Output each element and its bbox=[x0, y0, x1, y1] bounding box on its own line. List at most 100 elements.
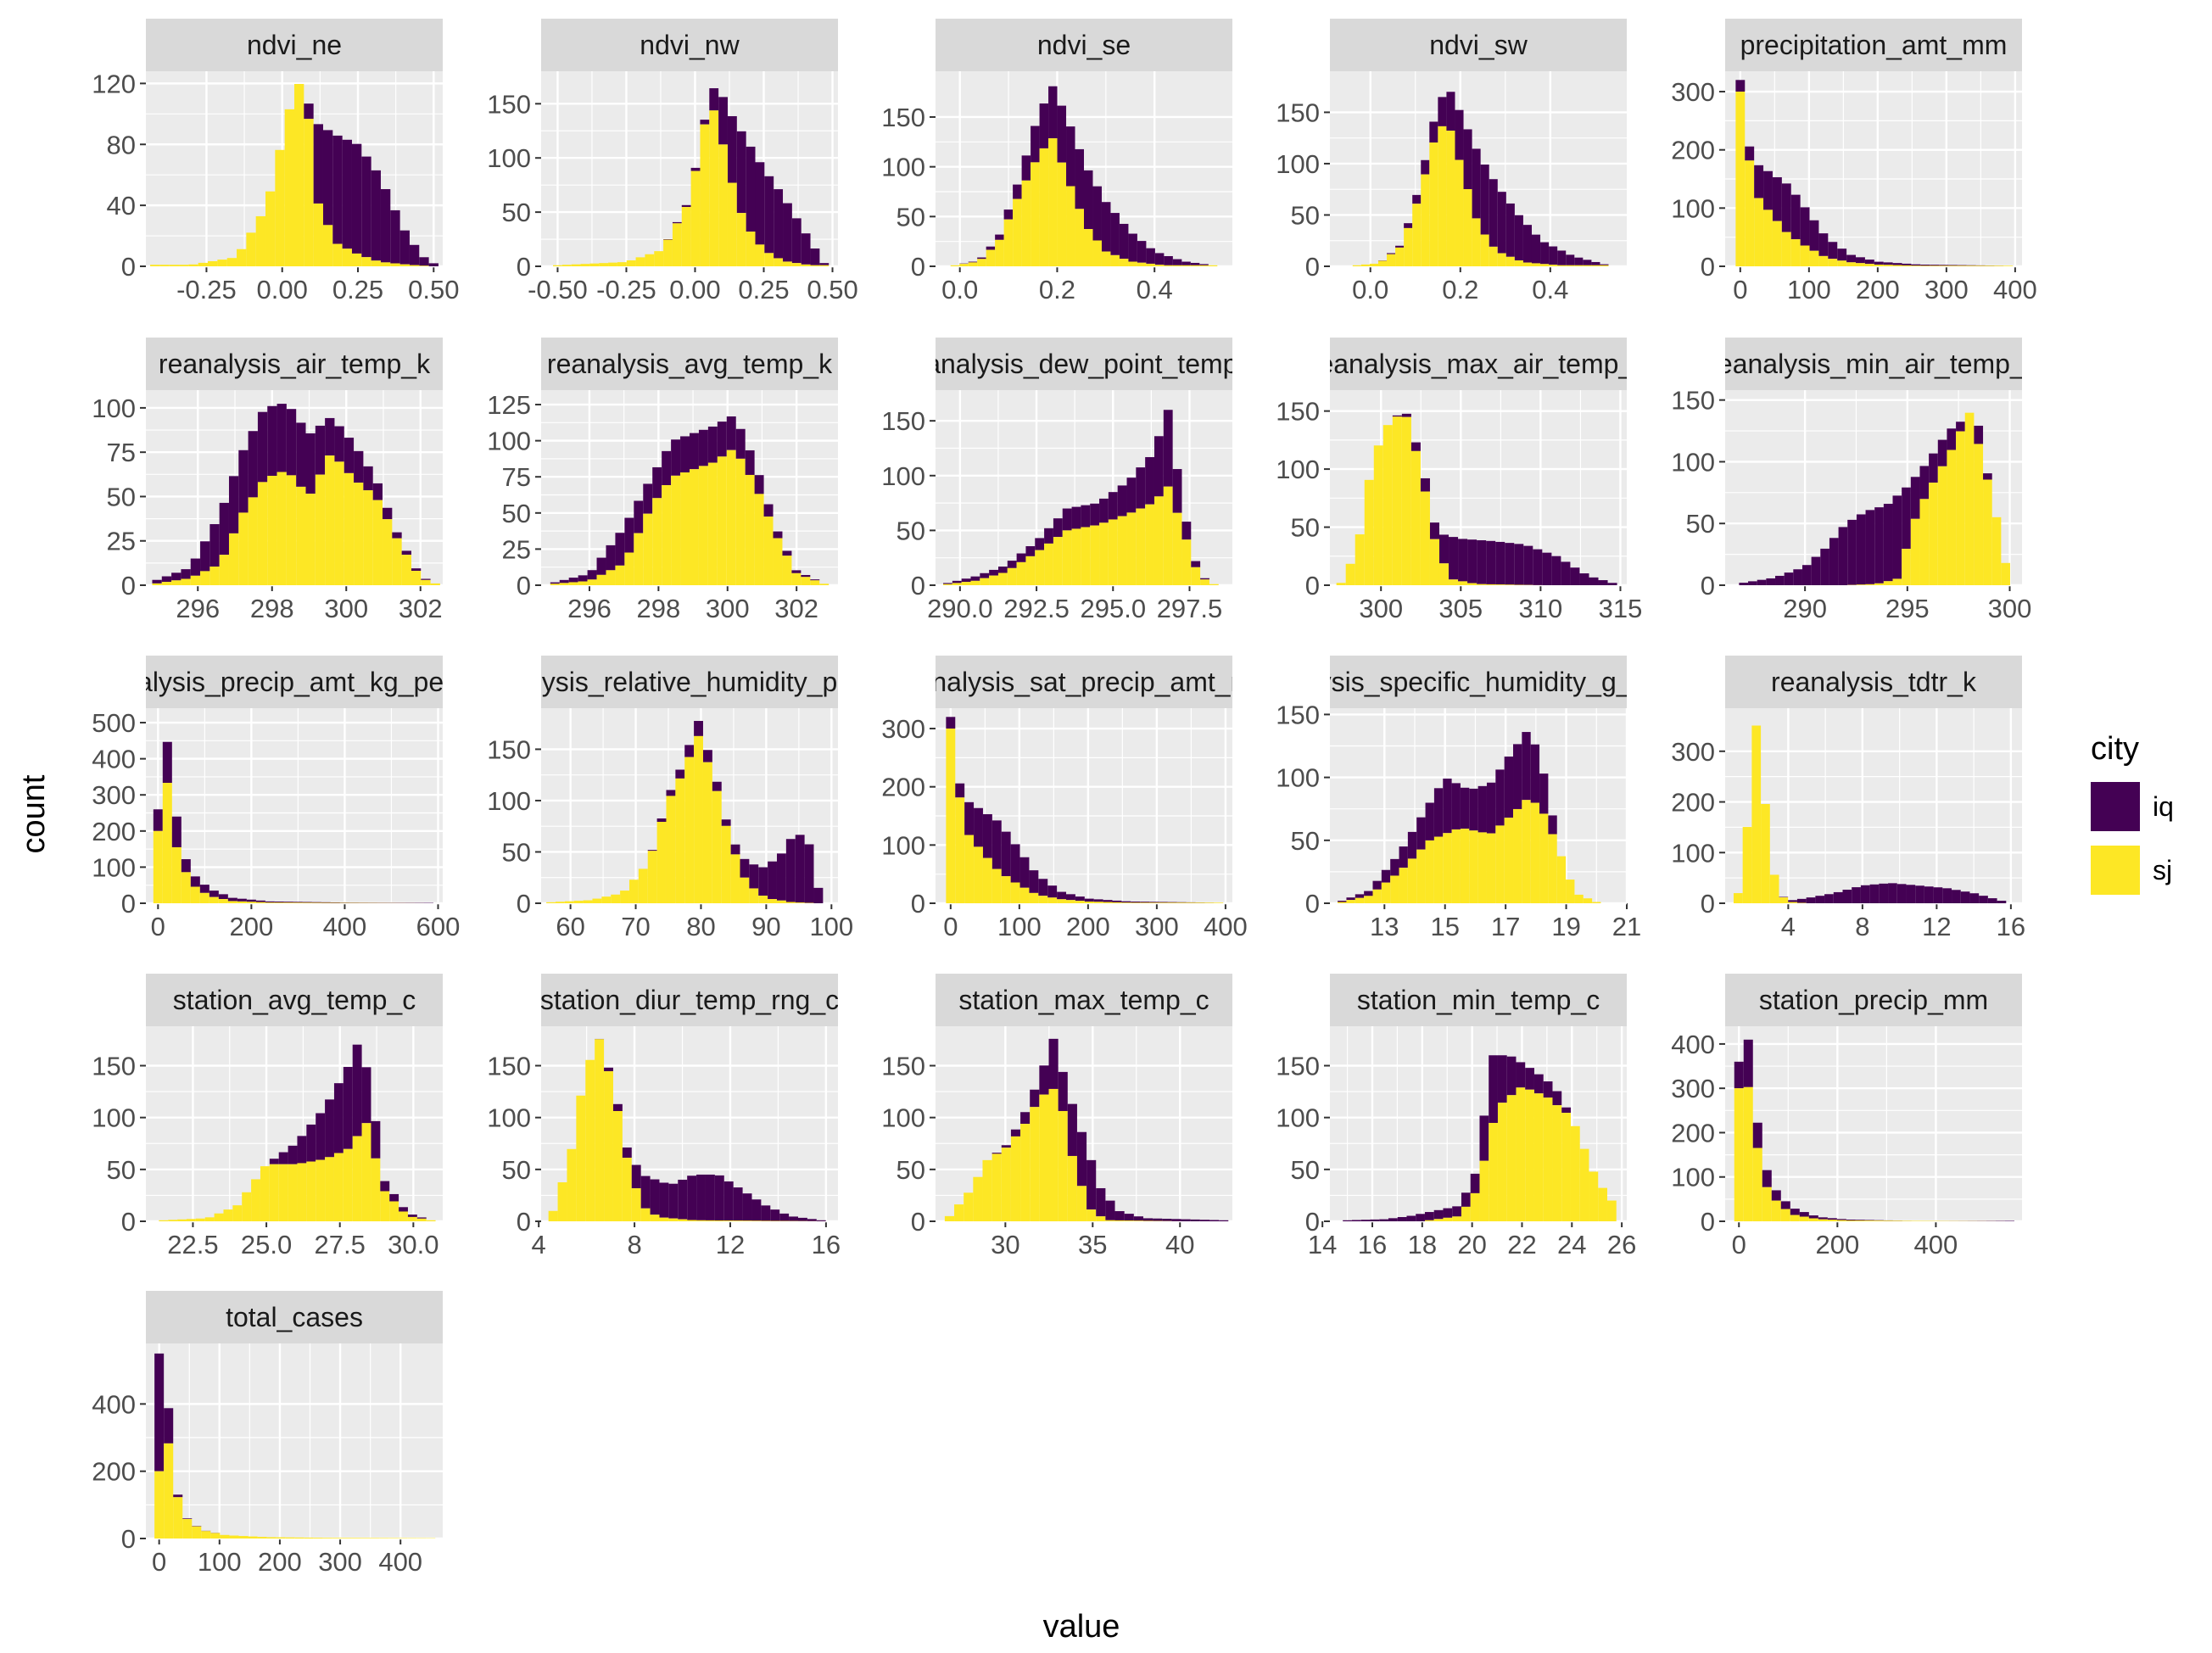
bar-sj bbox=[430, 583, 440, 585]
bar-sj bbox=[977, 259, 986, 266]
x-tick-label: 200 bbox=[1856, 275, 1900, 304]
bar-iq bbox=[1020, 1112, 1031, 1125]
y-tick-label: 300 bbox=[1671, 1074, 1715, 1103]
bar-iq bbox=[801, 574, 811, 578]
x-tick-label: 300 bbox=[318, 1547, 362, 1577]
y-tick-label: 100 bbox=[1276, 1103, 1320, 1133]
y-tick-label: 50 bbox=[897, 202, 925, 232]
bar-sj bbox=[761, 1220, 771, 1221]
bar-iq bbox=[1410, 442, 1421, 451]
bar-iq bbox=[740, 858, 750, 878]
bar-iq bbox=[1505, 543, 1515, 585]
panel-background bbox=[146, 1343, 443, 1539]
bar-sj bbox=[159, 265, 170, 266]
bar-iq bbox=[1892, 495, 1902, 579]
bar-iq bbox=[1172, 259, 1182, 265]
bar-iq bbox=[785, 839, 796, 902]
bar-iq bbox=[675, 769, 685, 779]
y-tick-label: 100 bbox=[487, 786, 531, 816]
facet-panel: reanalysis_precip_amt_kg_per_m2 0 200 400 60… bbox=[92, 656, 460, 941]
bar-iq bbox=[559, 579, 569, 584]
bar-iq bbox=[733, 1187, 743, 1221]
bar-sj bbox=[1991, 517, 2002, 585]
bar-iq bbox=[1486, 540, 1496, 584]
y-tick-label: 0 bbox=[121, 889, 136, 919]
bar-iq bbox=[754, 475, 764, 494]
bar-sj bbox=[995, 239, 1004, 266]
facet-panel: ndvi_sw 0.0 0.2 0.4 0 50 100 150 bbox=[1276, 19, 1627, 304]
y-tick-label: 100 bbox=[1671, 193, 1715, 223]
bar-sj bbox=[643, 513, 653, 585]
bar-sj bbox=[1799, 1216, 1809, 1221]
bar-iq bbox=[684, 745, 695, 757]
bar-sj bbox=[332, 243, 343, 266]
bar-iq bbox=[152, 579, 162, 584]
bar-sj bbox=[1096, 1216, 1106, 1221]
bar-sj bbox=[1200, 579, 1209, 585]
bar-sj bbox=[578, 581, 588, 585]
bar-sj bbox=[714, 1220, 724, 1221]
bar-sj bbox=[179, 265, 189, 266]
bar-sj bbox=[152, 583, 162, 585]
y-tick-label: 200 bbox=[1671, 788, 1715, 818]
y-tick-label: 0 bbox=[911, 1207, 925, 1237]
bar-iq bbox=[428, 263, 438, 266]
bar-sj bbox=[973, 1176, 983, 1221]
bar-sj bbox=[672, 223, 682, 266]
bar-iq bbox=[228, 476, 239, 533]
bar-iq bbox=[1105, 1200, 1115, 1220]
bar-iq bbox=[1974, 425, 1984, 444]
bar-iq bbox=[330, 902, 340, 903]
bar-sj bbox=[573, 901, 584, 903]
bar-sj bbox=[1172, 265, 1182, 266]
x-tick-label: 8 bbox=[1855, 912, 1869, 941]
bar-sj bbox=[1902, 265, 1912, 266]
bar-iq bbox=[199, 885, 209, 893]
bar-sj bbox=[749, 888, 759, 903]
bar-iq bbox=[961, 578, 971, 583]
bar-sj bbox=[1117, 516, 1127, 585]
bar-sj bbox=[204, 1217, 215, 1221]
bar-sj bbox=[360, 1538, 371, 1539]
bar-iq bbox=[1540, 242, 1550, 265]
bar-iq bbox=[1153, 1218, 1163, 1221]
y-tick-label: 150 bbox=[487, 1051, 531, 1081]
x-axis-title: value bbox=[1043, 1609, 1120, 1645]
facet-title: ndvi_ne bbox=[247, 30, 342, 60]
bar-iq bbox=[1763, 170, 1773, 210]
bar-sj bbox=[232, 1205, 243, 1221]
bar-iq bbox=[409, 244, 420, 265]
facet-panel: ndvi_ne -0.25 0.00 0.25 0.50 0 40 80 120 bbox=[92, 19, 459, 304]
bar-sj bbox=[944, 1215, 955, 1221]
bar-iq bbox=[810, 579, 820, 581]
bar-sj bbox=[228, 533, 239, 585]
bar-sj bbox=[687, 1220, 697, 1221]
bar-sj bbox=[1336, 583, 1346, 585]
bar-sj bbox=[1053, 537, 1063, 585]
bar-iq bbox=[1809, 220, 1819, 251]
x-tick-label: -0.50 bbox=[528, 275, 588, 304]
bar-iq bbox=[1561, 561, 1571, 585]
bar-iq bbox=[305, 433, 316, 494]
bar-sj bbox=[1030, 1107, 1040, 1221]
facet-panel: precipitation_amt_mm 0 100 200 300 400 0 100 200… bbox=[1671, 19, 2037, 304]
bar-sj bbox=[200, 571, 210, 585]
bar-iq bbox=[1969, 893, 1980, 903]
bar-sj bbox=[392, 538, 402, 585]
bar-iq bbox=[1039, 1065, 1049, 1095]
bar-sj bbox=[1020, 1124, 1031, 1221]
y-tick-label: 150 bbox=[881, 406, 925, 436]
y-tick-label: 0 bbox=[121, 252, 136, 282]
bar-sj bbox=[608, 262, 617, 266]
facet-strip bbox=[1330, 656, 1627, 708]
bar-iq bbox=[1162, 1219, 1172, 1221]
bar-iq bbox=[1112, 900, 1122, 902]
facet-title: reanalysis_avg_temp_k bbox=[547, 349, 833, 379]
x-tick-label: 298 bbox=[637, 594, 681, 623]
bar-iq bbox=[1081, 505, 1091, 528]
bar-sj bbox=[626, 260, 636, 266]
x-tick-label: 16 bbox=[1358, 1230, 1387, 1259]
bar-sj bbox=[1092, 240, 1102, 266]
bar-sj bbox=[257, 482, 268, 585]
bar-iq bbox=[1956, 422, 1965, 432]
